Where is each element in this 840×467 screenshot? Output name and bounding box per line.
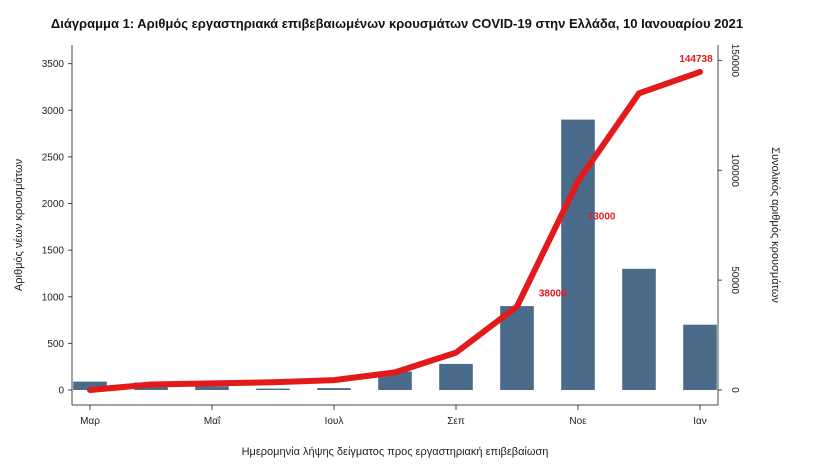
y-tick-label: 2000 xyxy=(42,199,65,210)
y-tick-label: 3500 xyxy=(42,59,65,70)
x-tick-label: Μαΐ xyxy=(204,415,221,427)
x-tick-label: Ιουλ xyxy=(325,416,344,427)
annotation-label: 144738 xyxy=(679,54,713,65)
y-tick-label: 0 xyxy=(58,386,64,397)
y-ticks-right: 0 50000 100000 150000 xyxy=(718,44,740,393)
x-tick-label: Μαρ xyxy=(80,416,100,427)
y-axis-label: Αριθμός νέων κρουσμάτων xyxy=(13,158,25,291)
bar-series xyxy=(73,119,717,390)
y-tick-label: 1500 xyxy=(42,246,65,257)
bar-mar xyxy=(73,381,107,390)
x-axis-label: Ημερομηνία λήψης δείγματος προς εργαστηρ… xyxy=(242,446,549,458)
bar-jun xyxy=(256,388,290,390)
y-tick-label: 500 xyxy=(47,339,64,350)
bar-oct xyxy=(500,306,534,390)
y-tick-label: 2500 xyxy=(42,152,65,163)
y2-tick-label: 50000 xyxy=(729,266,740,294)
y2-axis-label: Συνολικός αριθμός κρουσμάτων xyxy=(769,147,781,303)
bar-jul xyxy=(317,388,351,390)
bar-dec xyxy=(622,268,656,390)
y2-tick-label: 100000 xyxy=(729,154,740,188)
y-tick-label: 3000 xyxy=(42,106,65,117)
y2-tick-label: 0 xyxy=(729,387,740,393)
line-annotations: 144738 73000 38000 xyxy=(539,54,713,300)
plot-area xyxy=(71,45,719,406)
x-ticks: Μαρ Μαΐ Ιουλ Σεπ Νοε Ιαν xyxy=(80,405,707,427)
cumulative-line xyxy=(87,68,703,393)
x-tick-label: Νοε xyxy=(569,416,587,427)
annotation-label: 38000 xyxy=(539,288,567,299)
bar-sep xyxy=(439,363,473,390)
bar-jan xyxy=(683,324,717,390)
bar-may xyxy=(195,386,229,390)
x-tick-label: Ιαν xyxy=(693,416,707,427)
y2-tick-label: 150000 xyxy=(729,44,740,78)
y-ticks-left: 0 500 1000 1500 2000 2500 3000 3500 xyxy=(42,59,72,397)
annotation-label: 73000 xyxy=(588,212,616,223)
x-tick-label: Σεπ xyxy=(447,416,465,427)
y-tick-label: 1000 xyxy=(42,292,65,303)
chart-title: Διάγραμμα 1: Αριθμός εργαστηριακά επιβεβ… xyxy=(51,16,743,31)
